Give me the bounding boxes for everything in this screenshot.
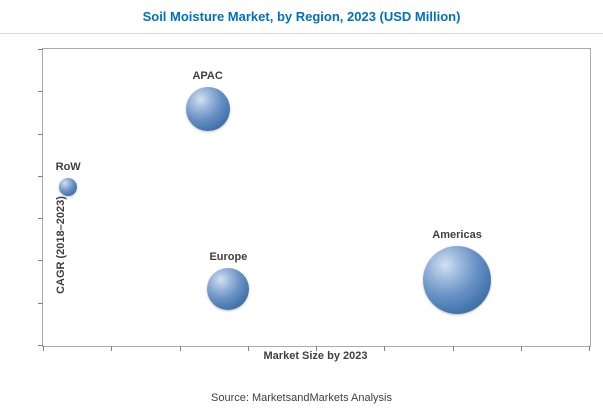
bubble-europe: [207, 267, 250, 310]
y-axis-tick: [38, 133, 43, 135]
x-axis-tick: [43, 346, 44, 351]
y-axis-tick: [38, 260, 43, 262]
y-axis-tick: [38, 175, 43, 177]
x-axis-tick: [589, 346, 590, 351]
bubble-label-americas: Americas: [432, 229, 482, 242]
x-axis-tick: [452, 346, 454, 351]
x-axis-tick: [247, 346, 249, 351]
bubble-apac: [185, 86, 230, 131]
bubble-label-apac: APAC: [192, 69, 223, 82]
source-text: Source: MarketsandMarkets Analysis: [211, 392, 392, 404]
y-axis-tick: [38, 302, 43, 304]
x-axis-tick: [520, 346, 522, 351]
bubble-label-row: RoW: [55, 161, 81, 174]
x-axis-tick: [316, 346, 317, 351]
bubble-label-europe: Europe: [209, 250, 248, 263]
y-axis-tick: [38, 49, 43, 50]
y-axis-tick: [38, 91, 43, 93]
x-axis-label: Market Size by 2023: [263, 350, 368, 362]
y-axis-tick: [38, 218, 43, 220]
bubble-row: [59, 178, 78, 197]
bubble-americas: [423, 246, 492, 315]
y-axis-tick: [38, 345, 43, 346]
x-axis-tick: [384, 346, 386, 351]
x-axis-tick: [179, 346, 181, 351]
title-divider: [0, 33, 603, 34]
chart-title: Soil Moisture Market, by Region, 2023 (U…: [142, 9, 461, 24]
plot-area: CAGR (2018–2023) APAC RoW Europe Americas: [38, 48, 591, 351]
x-axis-tick: [111, 346, 113, 351]
